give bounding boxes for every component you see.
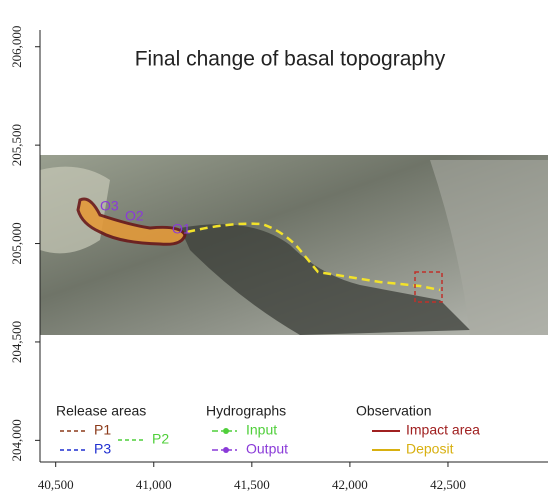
output-label: O2 (125, 208, 144, 224)
legend-label: P2 (152, 431, 169, 447)
x-tick-label: 41,500 (234, 477, 270, 492)
legend-title: Observation (356, 403, 431, 419)
legend-label: Input (246, 422, 277, 438)
legend-label: P1 (94, 422, 111, 438)
legend-dot (223, 447, 229, 453)
legend-title: Hydrographs (206, 403, 286, 419)
legend-label: Deposit (406, 441, 454, 457)
legend-dot (223, 428, 229, 434)
x-tick-label: 41,000 (136, 477, 172, 492)
flow-path (186, 222, 441, 292)
legend-label: Output (246, 441, 288, 457)
output-label: O3 (100, 198, 119, 214)
x-tick-label: 42,500 (430, 477, 466, 492)
meadow (40, 166, 110, 254)
legend-label: Impact area (406, 422, 480, 438)
y-tick-label: 204,500 (9, 321, 24, 363)
impact-area (414, 271, 443, 303)
ridge (430, 160, 548, 335)
x-tick-label: 42,000 (332, 477, 368, 492)
output-label: O1 (172, 221, 191, 237)
legend-title: Release areas (56, 403, 146, 419)
x-tick-label: 40,500 (38, 477, 74, 492)
y-tick-label: 205,500 (9, 124, 24, 166)
chart-title: Final change of basal topography (135, 48, 446, 71)
valley (180, 224, 470, 335)
y-tick-label: 205,000 (9, 222, 24, 264)
release-area (76, 197, 187, 246)
legend-label: P3 (94, 441, 111, 457)
y-tick-label: 204,000 (9, 419, 24, 461)
y-tick-label: 206,000 (9, 26, 24, 68)
